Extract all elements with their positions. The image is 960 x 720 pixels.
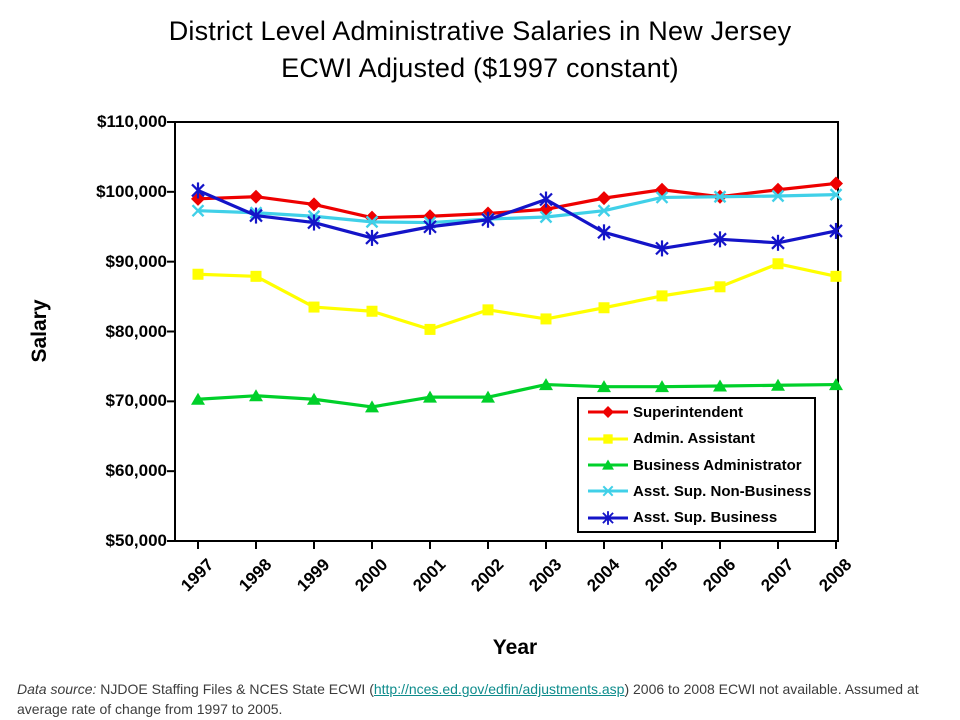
marker-x: [713, 190, 727, 204]
marker-triangle: [191, 392, 205, 405]
marker-square: [192, 268, 204, 280]
marker-triangle: [771, 378, 785, 391]
marker-asterisk: [307, 214, 321, 231]
legend-swatch-asterisk-icon: [588, 511, 628, 525]
marker-x: [829, 188, 843, 201]
marker-triangle: [602, 459, 614, 470]
y-tick-label: $100,000: [96, 181, 167, 201]
marker-asterisk: [597, 224, 611, 241]
legend-swatch-x-icon: [588, 486, 628, 497]
series-line-superintendent: [197, 181, 837, 220]
marker-x: [655, 191, 669, 204]
marker-asterisk: [539, 191, 553, 208]
footer-link[interactable]: http://nces.ed.gov/edfin/adjustments.asp: [373, 681, 625, 697]
marker-asterisk: [602, 511, 614, 525]
marker-x: [365, 215, 379, 229]
marker-square: [250, 270, 262, 282]
series-business-administrator: [191, 378, 843, 413]
marker-asterisk: [481, 211, 495, 228]
series-line-business-administrator: [197, 382, 837, 409]
marker-x: [771, 189, 785, 203]
legend-item-business-administrator: Business Administrator: [579, 452, 814, 478]
marker-triangle: [423, 390, 437, 403]
marker-diamond: [602, 406, 614, 419]
y-tick-label: $80,000: [105, 321, 167, 341]
marker-triangle: [249, 389, 263, 402]
marker-triangle: [481, 390, 495, 403]
marker-x: [602, 486, 614, 497]
marker-square: [308, 301, 320, 313]
marker-triangle: [713, 379, 727, 392]
marker-diamond: [655, 182, 669, 197]
footer-text-after-link: ) 2006 to 2008 ECWI not available. Assum…: [17, 681, 919, 717]
marker-square: [603, 433, 613, 444]
legend-item-asst-sup-business: Asst. Sup. Business: [579, 505, 814, 531]
legend-label: Admin. Assistant: [633, 430, 755, 448]
marker-square: [772, 258, 784, 270]
legend-label: Superintendent: [633, 403, 744, 421]
legend: Superintendent Admin. Assistant Business A…: [577, 397, 816, 533]
marker-asterisk: [249, 207, 263, 224]
marker-square: [656, 290, 668, 302]
y-tick-label: $110,000: [97, 112, 167, 131]
legend-item-admin-assistant: Admin. Assistant: [579, 425, 814, 451]
footer-data-source-label: Data source:: [17, 681, 97, 697]
legend-swatch-diamond-icon: [588, 406, 628, 419]
marker-square: [598, 302, 610, 314]
series-line-asst-sup-non-business: [197, 193, 837, 225]
marker-triangle: [655, 380, 669, 393]
marker-asterisk: [771, 234, 785, 251]
y-tick-label: $90,000: [105, 251, 167, 271]
chart-title: District Level Administrative Salaries i…: [0, 13, 960, 87]
marker-diamond: [597, 191, 611, 206]
chart-title-line1: District Level Administrative Salaries i…: [168, 16, 792, 46]
marker-square: [714, 281, 726, 293]
footer-note: Data source: NJDOE Staffing Files & NCES…: [17, 679, 925, 719]
marker-square: [830, 270, 842, 282]
marker-triangle: [597, 380, 611, 393]
marker-triangle: [539, 378, 553, 391]
y-tick-label: $60,000: [105, 461, 167, 481]
legend-swatch-square-icon: [588, 433, 628, 444]
x-axis-title: Year: [492, 636, 538, 659]
marker-asterisk: [829, 222, 843, 239]
marker-asterisk: [655, 240, 669, 257]
legend-label: Asst. Sup. Business: [633, 509, 778, 527]
y-tick-label: $70,000: [105, 391, 167, 411]
marker-square: [366, 305, 378, 317]
legend-item-superintendent: Superintendent: [579, 399, 814, 425]
series-admin-assistant: [192, 258, 842, 335]
y-tick-label: $50,000: [105, 531, 167, 550]
marker-asterisk: [365, 229, 379, 246]
legend-label: Asst. Sup. Non-Business: [633, 482, 812, 500]
marker-x: [597, 204, 611, 218]
chart-title-line2: ECWI Adjusted ($1997 constant): [281, 53, 679, 83]
marker-diamond: [829, 176, 843, 191]
marker-x: [191, 204, 205, 218]
footer-text-before-link: NJDOE Staffing Files & NCES State ECWI (: [96, 681, 374, 697]
marker-square: [482, 304, 494, 316]
marker-diamond: [249, 189, 263, 204]
marker-square: [424, 323, 436, 335]
y-axis-title: Salary: [28, 299, 51, 363]
marker-triangle: [829, 378, 843, 391]
marker-asterisk: [191, 182, 205, 199]
legend-item-asst-sup-non-business: Asst. Sup. Non-Business: [579, 478, 814, 504]
marker-x: [539, 210, 553, 224]
marker-asterisk: [713, 231, 727, 248]
marker-triangle: [307, 392, 321, 405]
marker-square: [540, 313, 552, 325]
legend-label: Business Administrator: [633, 456, 802, 474]
marker-triangle: [365, 400, 379, 413]
legend-swatch-triangle-icon: [588, 459, 628, 470]
series-line-asst-sup-business: [197, 188, 837, 250]
series-asst-sup-business: [191, 182, 843, 257]
marker-asterisk: [423, 218, 437, 235]
marker-diamond: [307, 197, 321, 212]
series-line-admin-assistant: [197, 262, 837, 332]
